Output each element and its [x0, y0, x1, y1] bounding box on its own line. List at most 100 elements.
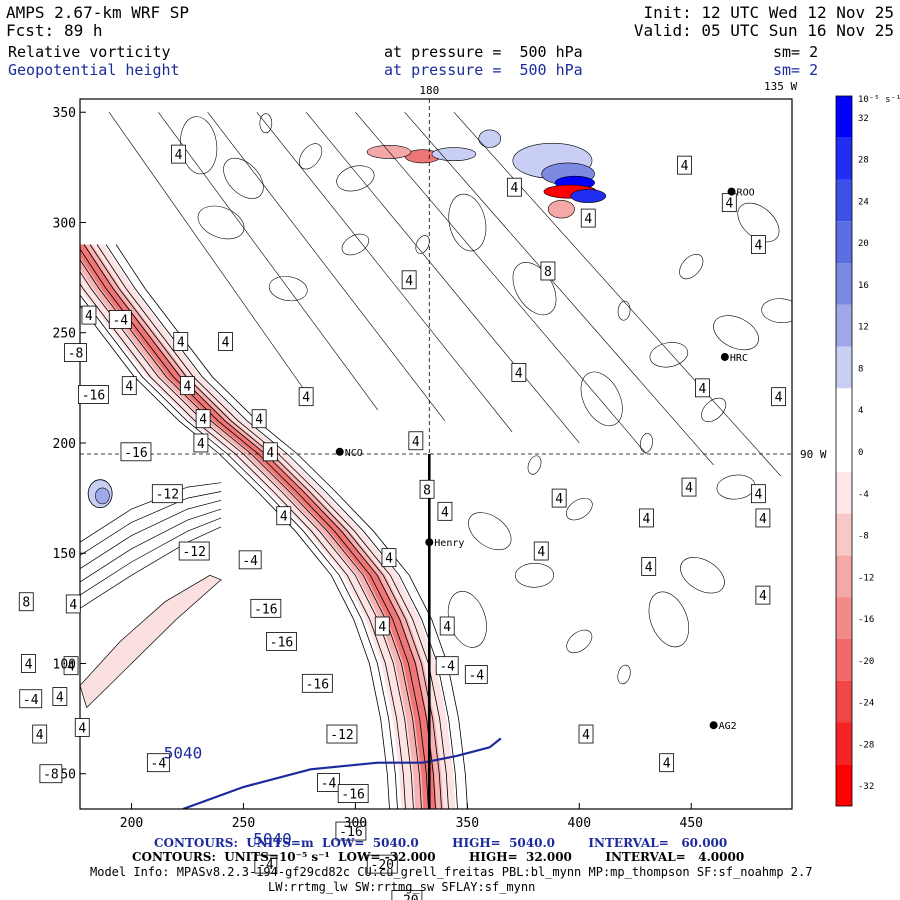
- vorticity-contour-line: [80, 248, 429, 809]
- weak-vorticity-contour: [336, 165, 375, 192]
- colorbar-swatch: [836, 555, 852, 598]
- contour-label-text: 4: [584, 212, 592, 227]
- contour-label-box: [580, 208, 596, 228]
- contour-label-text: 4: [175, 148, 183, 163]
- weak-vorticity-contour: [679, 253, 704, 280]
- colorbar-swatch: [836, 304, 852, 347]
- contour-label-text: 4: [510, 181, 518, 196]
- contour-label-box: [391, 890, 423, 900]
- y-tick-label: 50: [60, 768, 76, 783]
- contour-label-text: 4: [582, 728, 590, 743]
- contour-label-text: 4: [378, 620, 386, 635]
- contour-label: -16: [301, 673, 333, 693]
- contour-label: 4: [374, 616, 390, 636]
- station-marker: [709, 721, 718, 730]
- contour-label-text: -16: [339, 825, 362, 840]
- contour-label-text: -20: [371, 858, 394, 873]
- parallel-label: 90 W: [800, 448, 827, 461]
- contour-label-text: 4: [56, 691, 64, 706]
- secondary-band-outline: [80, 520, 188, 571]
- y-tick-label: 200: [53, 437, 76, 452]
- weak-vorticity-contour: [527, 455, 542, 475]
- forecast-hour: 89 h: [64, 21, 103, 40]
- contour-label-text: 4: [302, 391, 310, 406]
- contour-label: 4: [659, 753, 675, 773]
- colorbar: 32 28 24 20 16 12 8 4 0 -4 -8 -12 -16 -20 -24 -28 -32 10⁻…: [835, 95, 900, 807]
- x-tick-label: 400: [568, 816, 591, 831]
- station-label: ROO: [737, 188, 755, 199]
- contour-label-text: 4: [645, 560, 653, 575]
- valid-time: Valid: 05 UTC Sun 16 Nov 25: [633, 21, 894, 40]
- weak-vorticity-contour: [515, 562, 555, 588]
- weak-vorticity-contour: [512, 262, 557, 316]
- y-tick-label: 100: [53, 657, 76, 672]
- contour-label-box: [193, 433, 209, 453]
- footer-physics-info: LW:rrtmg_lw SW:rrtmg_sw SFLAY:sf_mynn: [268, 880, 536, 894]
- colorbar-swatch: [836, 722, 852, 765]
- contour-label-text: 4: [67, 660, 75, 675]
- contour-label: 4: [533, 541, 549, 561]
- contour-label: 4: [381, 548, 397, 568]
- contour-label-box: [63, 656, 79, 676]
- contour-label: 4: [639, 508, 654, 528]
- contour-label-text: -12: [156, 488, 179, 503]
- y-tick-label: 250: [53, 327, 76, 342]
- contour-label-text: 4: [25, 657, 33, 672]
- contour-label: -20: [366, 854, 398, 874]
- contour-label-text: 4: [755, 488, 763, 503]
- weak-vorticity-contour: [617, 300, 631, 321]
- contour-label: 4: [721, 193, 737, 213]
- contour-label-text: 4: [78, 721, 86, 736]
- contour-label-box: [32, 724, 48, 744]
- contour-label-text: -4: [258, 858, 274, 873]
- field1-level: at pressure = 500 hPa: [384, 43, 583, 61]
- contour-label-text: -8: [43, 768, 59, 783]
- contour-label: -16: [78, 385, 109, 404]
- vorticity-contour-line: [80, 517, 222, 596]
- station-marker: [335, 447, 344, 456]
- contour-label: 4: [298, 387, 314, 407]
- contour-label-box: [146, 753, 170, 773]
- contour-label-text: 4: [222, 336, 230, 351]
- contour-label: -4: [238, 550, 262, 570]
- contour-label-box: [419, 479, 435, 499]
- storm-vorticity-patch: [431, 147, 477, 162]
- meridian-label: 180: [419, 84, 439, 97]
- contour-label-box: [435, 656, 459, 676]
- contour-label-box: [755, 508, 771, 528]
- contour-label-box: [771, 387, 786, 407]
- contour-label-box: [533, 541, 549, 561]
- contour-label-box: [21, 654, 36, 673]
- contour-label-box: [250, 598, 282, 618]
- contour-label-text: -4: [321, 777, 337, 792]
- contour-label-text: -4: [242, 554, 258, 569]
- contour-label-box: [751, 484, 766, 504]
- contour-label-box: [64, 343, 87, 362]
- colorbar-tick-label: -32: [858, 782, 874, 792]
- contour-label: 4: [751, 235, 766, 254]
- moderate-negative-band: [80, 244, 444, 809]
- station-marker: [720, 352, 729, 361]
- weak-vorticity-contour: [299, 143, 323, 170]
- contour-label-box: [374, 616, 390, 636]
- station-label: AG2: [719, 721, 737, 732]
- contour-label-box: [173, 332, 189, 351]
- corner-longitude-label: 135 W: [764, 80, 797, 93]
- x-tick-label: 300: [344, 816, 367, 831]
- station-label: Henry: [434, 538, 464, 549]
- contour-label: 4: [551, 488, 567, 508]
- colorbar-tick-label: 24: [858, 197, 869, 207]
- weak-vorticity-contour: [223, 157, 264, 199]
- init-time: Init: 12 UTC Wed 12 Nov 25: [643, 3, 894, 22]
- colorbar-swatch: [836, 263, 852, 305]
- colorbar-tick-label: -12: [858, 573, 874, 583]
- contour-label-box: [108, 310, 132, 329]
- contour-label-text: 8: [544, 265, 552, 280]
- weak-vorticity-contour: [468, 512, 512, 551]
- field2-name: Geopotential height: [8, 61, 180, 79]
- contour-label: 4: [401, 270, 417, 290]
- contour-label: -4: [317, 773, 340, 792]
- weak-vorticity-contour: [716, 474, 756, 500]
- contour-label-text: 4: [759, 589, 767, 604]
